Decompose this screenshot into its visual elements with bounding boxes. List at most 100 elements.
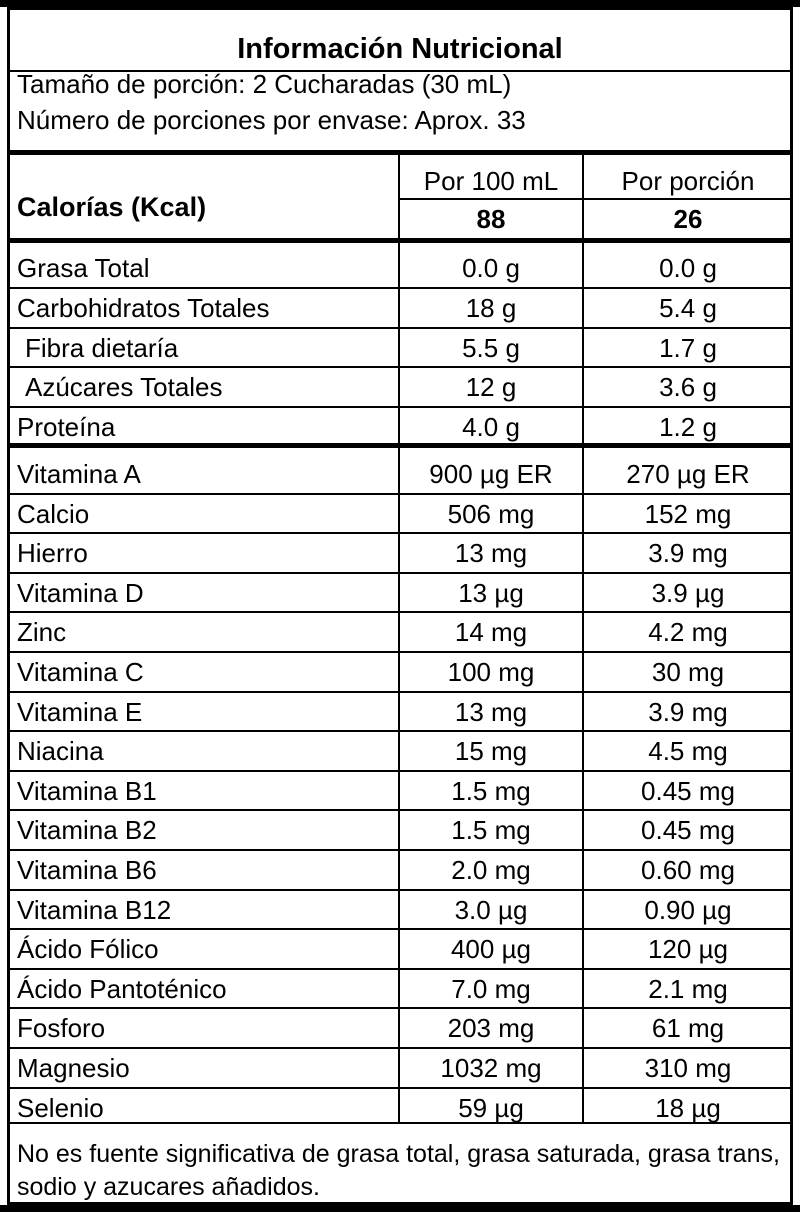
bottom-border: [0, 1205, 800, 1212]
value-per-serving: 1.7 g: [659, 332, 717, 363]
value-per-serving: 3.6 g: [659, 372, 717, 403]
value-per-serving: 3.9 mg: [648, 538, 728, 569]
nutrient-name: Ácido Fólico: [17, 934, 159, 965]
value-per-serving: 152 mg: [644, 498, 732, 529]
value-per-serving: 30 mg: [651, 657, 725, 687]
value-per-serving: 4.2 mg: [648, 617, 728, 648]
value-per-100ml: 1.5 mg: [451, 775, 531, 806]
column-divider: [398, 448, 400, 1122]
row-divider: [10, 849, 790, 851]
column-header-per-serving: Por porción: [621, 166, 755, 196]
nutrient-name: Proteína: [17, 412, 116, 443]
value-per-100ml: 14 mg: [454, 617, 528, 648]
row-divider: [10, 326, 790, 329]
value-per-100ml: 13 mg: [454, 538, 528, 569]
row-divider: [10, 809, 790, 812]
value-per-serving: 3.9 µg: [651, 577, 725, 608]
nutrient-name: Calcio: [17, 498, 90, 529]
row-divider: [10, 286, 790, 289]
nutrient-name: Niacina: [17, 736, 104, 767]
label-title: Información Nutricional: [237, 33, 563, 65]
value-per-100ml: 2.0 mg: [451, 855, 531, 885]
serving-size: Tamaño de porción: 2 Cucharadas (30 mL): [17, 69, 512, 99]
row-divider: [10, 611, 790, 614]
nutrient-name: Azúcares Totales: [25, 372, 223, 403]
value-per-serving: 310 mg: [644, 1053, 732, 1083]
nutrient-name: Vitamina B1: [17, 775, 157, 806]
value-per-serving: 4.5 mg: [648, 736, 728, 767]
value-per-100ml: 13 mg: [454, 696, 528, 727]
value-per-serving: 1.2 g: [659, 412, 717, 443]
row-divider: [10, 690, 790, 693]
value-per-100ml: 15 mg: [454, 736, 528, 767]
row-divider: [10, 571, 790, 574]
nutrient-name: Vitamina D: [17, 577, 144, 608]
row-divider: [10, 366, 790, 369]
value-per-serving: 0.45 mg: [641, 775, 735, 806]
value-per-serving: 2.1 mg: [648, 973, 728, 1004]
value-per-100ml: 18 g: [465, 292, 517, 323]
footnote: No es fuente significativa de grasa tota…: [17, 1140, 780, 1201]
value-per-100ml: 900 µg ER: [429, 459, 553, 489]
row-divider: [10, 1086, 790, 1089]
value-per-100ml: 5.5 g: [462, 332, 520, 363]
value-per-100ml: 12 g: [465, 372, 517, 403]
row-divider: [10, 1007, 790, 1010]
divider: [10, 70, 790, 72]
value-per-100ml: 1.5 mg: [451, 815, 531, 846]
divider-thick: [10, 443, 790, 448]
value-per-serving: 3.9 mg: [648, 696, 728, 727]
column-header-per-100ml: Por 100 mL: [423, 166, 559, 196]
divider-thick: [10, 150, 790, 155]
value-per-100ml: 203 mg: [447, 1013, 535, 1044]
value-per-serving: 120 µg: [647, 934, 729, 965]
row-divider: [10, 928, 790, 931]
row-divider: [10, 769, 790, 772]
row-divider: [10, 492, 790, 495]
nutrient-name: Vitamina B12: [17, 894, 172, 925]
calories-per-serving: 26: [673, 204, 703, 234]
value-per-100ml: 506 mg: [447, 498, 535, 529]
servings-per-container: Número de porciones por envase: Aprox. 3…: [17, 105, 526, 135]
nutrient-name: Vitamina C: [17, 657, 144, 687]
value-per-serving: 0.60 mg: [641, 855, 735, 885]
top-border: [0, 0, 800, 7]
nutrient-name: Zinc: [17, 617, 67, 648]
calories-per-100ml: 88: [476, 204, 506, 234]
header-divider: [398, 198, 792, 200]
value-per-100ml: 0.0 g: [462, 253, 520, 283]
nutrition-facts-label: Información Nutricional Tamaño de porció…: [7, 7, 793, 1205]
value-per-100ml: 4.0 g: [462, 412, 520, 443]
value-per-100ml: 13 µg: [458, 577, 524, 608]
value-per-100ml: 59 µg: [458, 1092, 524, 1123]
value-per-serving: 0.45 mg: [641, 815, 735, 846]
nutrient-name: Vitamina B2: [17, 815, 157, 846]
nutrient-name: Hierro: [17, 538, 88, 569]
row-divider: [10, 1047, 790, 1049]
value-per-100ml: 1032 mg: [440, 1053, 542, 1083]
nutrient-name: Fibra dietaría: [25, 332, 179, 363]
row-divider: [10, 406, 790, 409]
nutrient-name: Vitamina A: [17, 459, 141, 489]
row-divider: [10, 967, 790, 970]
value-per-serving: 61 mg: [651, 1013, 725, 1044]
divider: [10, 1122, 790, 1124]
value-per-serving: 0.90 µg: [644, 894, 732, 925]
column-divider: [398, 243, 400, 443]
column-divider: [582, 155, 584, 240]
column-divider: [582, 448, 584, 1122]
value-per-serving: 18 µg: [655, 1092, 721, 1123]
value-per-100ml: 400 µg: [450, 934, 532, 965]
nutrient-name: Ácido Pantoténico: [17, 973, 227, 1004]
calories-label: Calorías (Kcal): [17, 192, 207, 222]
row-divider: [10, 730, 790, 733]
nutrient-name: Magnesio: [17, 1053, 130, 1083]
value-per-100ml: 3.0 µg: [454, 894, 528, 925]
nutrient-name: Carbohidratos Totales: [17, 292, 270, 323]
column-divider: [582, 243, 584, 443]
nutrient-name: Fosforo: [17, 1013, 106, 1044]
column-divider: [398, 155, 400, 240]
nutrient-name: Grasa Total: [17, 253, 150, 283]
value-per-100ml: 100 mg: [447, 657, 535, 687]
nutrient-name: Selenio: [17, 1092, 104, 1123]
